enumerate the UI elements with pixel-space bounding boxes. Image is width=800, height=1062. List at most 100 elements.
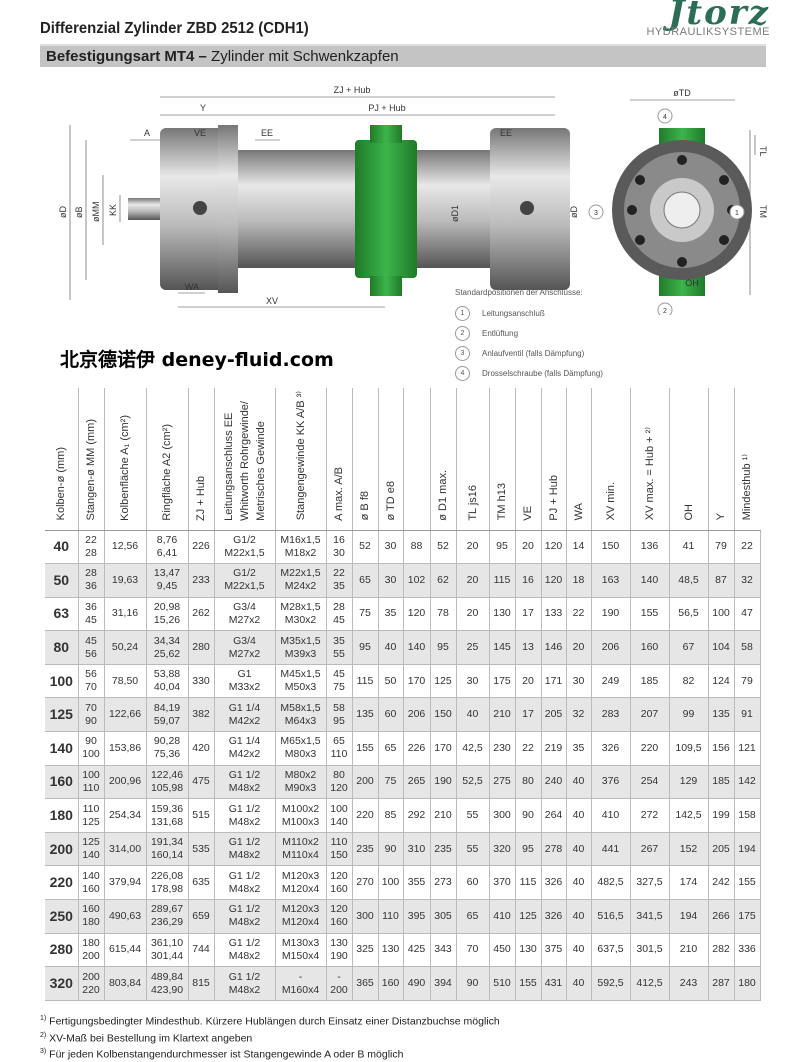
bore-cell: 220 bbox=[45, 865, 79, 901]
table-cell: 159,36 131,68 bbox=[145, 798, 189, 833]
column-header: ZJ + Hub bbox=[187, 388, 214, 531]
table-cell: G1/2 M22x1,5 bbox=[213, 563, 276, 598]
table-cell: 425 bbox=[402, 932, 431, 968]
table-cell: M100x2 M100x3 bbox=[274, 798, 327, 833]
table-cell: 155 bbox=[351, 731, 379, 766]
column-header: A max. A/B bbox=[325, 388, 352, 531]
bore-cell: 250 bbox=[45, 899, 79, 934]
table-cell: 150 bbox=[429, 697, 457, 733]
table-header-row: Kolben-ø (mm) Stangen-ø MM (mm) Kolbenfläc… bbox=[45, 388, 760, 531]
label-mm: øMM bbox=[91, 202, 101, 223]
label-zj: ZJ + Hub bbox=[334, 85, 371, 95]
column-header-label: A max. A/B bbox=[333, 466, 345, 521]
table-cell: 80 120 bbox=[325, 764, 353, 800]
table-cell: 95 bbox=[488, 529, 516, 565]
table-cell: 190 bbox=[429, 764, 457, 800]
label-ee-2: EE bbox=[500, 128, 512, 138]
table-cell: 280 bbox=[187, 630, 215, 665]
table-cell: 382 bbox=[187, 697, 215, 733]
table-cell: 13 bbox=[514, 630, 542, 665]
table-cell: 160 180 bbox=[77, 899, 105, 934]
table-cell: 28 36 bbox=[77, 563, 105, 598]
table-cell: 615,44 bbox=[103, 932, 147, 968]
table-cell: 122,46 105,98 bbox=[145, 764, 189, 800]
trunnion-block bbox=[355, 140, 417, 278]
table-cell: 160 bbox=[377, 966, 404, 1001]
table-cell: 20 bbox=[455, 596, 490, 632]
column-header-label: ø TD e8 bbox=[384, 480, 397, 521]
table-cell: 412,5 bbox=[629, 966, 670, 1001]
table-cell: 17 bbox=[514, 596, 542, 632]
table-cell: 156 bbox=[707, 731, 735, 766]
table-cell: 13,47 9,45 bbox=[145, 563, 189, 598]
column-header-label: XV max. = Hub + ²⁾ bbox=[643, 427, 656, 521]
column-header-label: TM h13 bbox=[496, 483, 508, 521]
table-cell: G1 1/2 M48x2 bbox=[213, 865, 276, 901]
column-header-label: ø B f8 bbox=[359, 491, 371, 521]
label-a: A bbox=[144, 128, 150, 138]
table-cell: 65 bbox=[455, 899, 490, 934]
table-cell: 91 bbox=[733, 697, 761, 733]
svg-text:1: 1 bbox=[735, 210, 739, 217]
table-cell: 272 bbox=[629, 798, 670, 833]
table-cell: 52,5 bbox=[455, 764, 490, 800]
table-cell: M28x1,5 M30x2 bbox=[274, 596, 327, 632]
label-d-rear: øD bbox=[569, 206, 579, 218]
table-cell: 815 bbox=[187, 966, 215, 1001]
table-cell: 283 bbox=[590, 697, 631, 733]
table-cell: 314,00 bbox=[103, 831, 147, 867]
table-cell: 70 90 bbox=[77, 697, 105, 733]
table-row: 40 22 28 12,56 8,76 6,41 226 G1/2 M22x1,5 M16x… bbox=[45, 529, 761, 565]
table-cell: 133 bbox=[540, 596, 567, 632]
table-cell: 395 bbox=[402, 899, 431, 934]
table-cell: 592,5 bbox=[590, 966, 631, 1001]
table-cell: 199 bbox=[707, 798, 735, 833]
table-cell: 326 bbox=[540, 899, 567, 934]
footnote: 2) XV-Maß bei Bestellung im Klartext ang… bbox=[40, 1031, 253, 1045]
table-cell: G1 1/4 M42x2 bbox=[213, 731, 276, 766]
table-cell: 50,24 bbox=[103, 630, 147, 665]
table-cell: - 200 bbox=[325, 966, 353, 1001]
column-header: Leitungsanschluss EE Whitworth Rohrgewin… bbox=[213, 388, 275, 531]
table-cell: M65x1,5 M80x3 bbox=[274, 731, 327, 766]
table-cell: 220 bbox=[351, 798, 379, 833]
table-cell: 22 bbox=[733, 529, 761, 565]
legend-number: 3 bbox=[455, 345, 470, 361]
cylinder-tube-rear bbox=[417, 150, 492, 268]
table-cell: 330 bbox=[187, 663, 215, 699]
table-cell: 40 bbox=[565, 865, 592, 901]
table-cell: 115 bbox=[514, 865, 542, 901]
table-cell: 262 bbox=[187, 596, 215, 632]
table-cell: M45x1,5 M50x3 bbox=[274, 663, 327, 699]
table-cell: - M160x4 bbox=[274, 966, 327, 1001]
table-cell: 110 125 bbox=[77, 798, 105, 833]
table-cell: M120x3 M120x4 bbox=[274, 865, 327, 901]
column-header-label: Kolben-ø (mm) bbox=[55, 447, 68, 521]
table-cell: 275 bbox=[488, 764, 516, 800]
table-cell: 115 bbox=[351, 663, 379, 699]
table-cell: 194 bbox=[668, 899, 709, 934]
table-cell: 174 bbox=[668, 865, 709, 901]
table-cell: 235 bbox=[429, 831, 457, 867]
table-cell: 50 bbox=[377, 663, 404, 699]
table-cell: 206 bbox=[590, 630, 631, 665]
table-cell: 292 bbox=[402, 798, 431, 833]
table-cell: M110x2 M110x4 bbox=[274, 831, 327, 867]
label-pj: PJ + Hub bbox=[368, 103, 405, 113]
table-cell: 266 bbox=[707, 899, 735, 934]
table-cell: 190 bbox=[590, 596, 631, 632]
label-ve: VE bbox=[194, 128, 206, 138]
table-cell: M16x1,5 M18x2 bbox=[274, 529, 327, 565]
table-cell: 17 bbox=[514, 697, 542, 733]
table-cell: G1 1/4 M42x2 bbox=[213, 697, 276, 733]
table-cell: 150 bbox=[590, 529, 631, 565]
table-cell: G1 1/2 M48x2 bbox=[213, 966, 276, 1001]
label-wa: WA bbox=[185, 282, 199, 292]
label-d-side: øD bbox=[58, 206, 68, 218]
table-cell: 56 70 bbox=[77, 663, 105, 699]
label-d1: øD1 bbox=[450, 205, 460, 222]
svg-text:3: 3 bbox=[594, 210, 598, 217]
table-cell: 22 28 bbox=[77, 529, 105, 565]
table-cell: 18 bbox=[565, 563, 592, 598]
table-cell: 210 bbox=[668, 932, 709, 968]
